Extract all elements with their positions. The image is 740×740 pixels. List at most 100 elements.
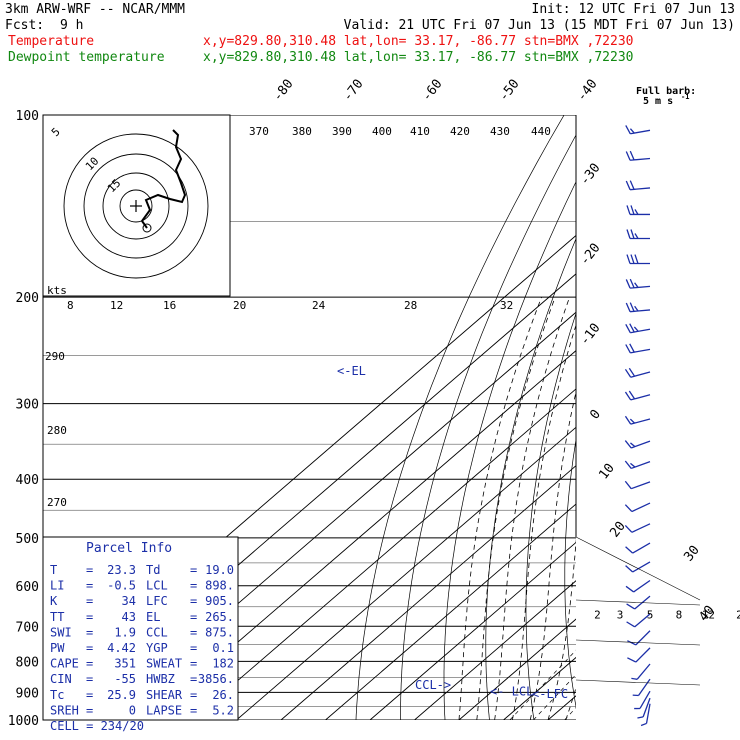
model-title: 3km ARW-WRF -- NCAR/MMM	[5, 2, 185, 17]
moist-adiabat	[726, 297, 740, 720]
moist-adiabat	[601, 297, 695, 720]
isotherm-top-label: -60	[419, 77, 445, 105]
theta-e-label: 440	[531, 125, 551, 138]
wind-barb	[624, 460, 651, 470]
parcel-equals: =	[86, 610, 93, 624]
hodograph-unit: kts	[47, 284, 67, 297]
hodograph-axis-label: 32	[500, 299, 513, 312]
frame-extension	[575, 639, 701, 646]
isotherm-top-label: -70	[340, 77, 366, 105]
theta-label: 270	[47, 496, 67, 509]
isotherm-side-label: 0	[587, 407, 604, 422]
pressure-label: 900	[16, 686, 39, 701]
parcel-info-title: Parcel Info	[86, 541, 172, 556]
frame-extension	[575, 536, 701, 601]
valid-time: Valid: 21 UTC Fri 07 Jun 13 (15 MDT Fri …	[344, 18, 735, 33]
parcel-right-key: CCL	[146, 625, 168, 639]
parcel-left-key: SWI	[50, 625, 72, 639]
pressure-label: 800	[16, 655, 39, 670]
hodograph-trace	[140, 129, 187, 229]
dry-adiabat	[638, 115, 725, 720]
parcel-equals: =	[190, 657, 197, 671]
wind-barb	[625, 302, 651, 313]
parcel-left-value: 351	[114, 657, 136, 671]
parcel-equals: =	[190, 641, 197, 655]
parcel-left-value: 43	[122, 610, 136, 624]
isotherm-line	[236, 426, 576, 720]
parcel-equals: =	[190, 672, 197, 686]
dry-adiabat	[443, 181, 576, 720]
wind-barb	[624, 502, 651, 513]
el-label: <-EL	[337, 364, 366, 378]
wind-barb	[631, 663, 651, 680]
isotherm-side-label: -30	[577, 161, 603, 189]
parcel-equals: =	[190, 703, 197, 717]
barb-legend-unit: -1	[681, 93, 689, 101]
parcel-right-value: 265.	[205, 610, 234, 624]
parcel-right-key: YGP	[146, 641, 168, 655]
dry-adiabat	[485, 237, 576, 720]
moist-adiabat	[529, 390, 576, 720]
parcel-equals: =	[86, 594, 93, 608]
theta-e-label: 430	[490, 125, 510, 138]
barb-legend-value: 5 m s	[643, 96, 673, 107]
wind-barb	[625, 180, 651, 191]
parcel-right-value: 5.2	[212, 703, 234, 717]
hodograph-ring	[119, 189, 153, 223]
isotherm-line	[147, 350, 576, 720]
moist-adiabat	[673, 297, 740, 720]
parcel-info-panel: Parcel Info T = 23.3 Td = 19.0 LI = -0.5 LCL = 898.…	[42, 536, 239, 733]
wind-barb	[640, 703, 651, 727]
forecast-hour: 9 h	[60, 18, 83, 33]
dewpoint-location: x,y=829.80,310.48 lat,lon= 33.17, -86.77…	[203, 50, 633, 65]
frame-extension	[575, 599, 701, 606]
sounding-profiles	[610, 115, 740, 720]
theta-label: 280	[47, 424, 67, 437]
parcel-left-value: 1.9	[114, 625, 136, 639]
moist-adiabat	[512, 324, 576, 720]
theta-e-label: 390	[332, 125, 352, 138]
pressure-label: 400	[16, 473, 39, 488]
isotherm-line	[369, 541, 576, 720]
dry-adiabat	[673, 115, 740, 720]
wind-barb	[625, 150, 651, 161]
wind-barb	[625, 542, 651, 554]
parcel-path	[652, 540, 708, 720]
isotherm-side-label: 10	[596, 461, 617, 483]
parcel-left-key: T	[50, 563, 57, 577]
wind-barb	[624, 440, 651, 449]
parcel-equals: =	[190, 594, 197, 608]
forecast-label: Fcst:	[5, 18, 44, 33]
parcel-left-key: PW	[50, 641, 65, 655]
isotherm-side-label: 30	[681, 543, 702, 565]
parcel-left-value: -0.5	[107, 579, 136, 593]
moist-adiabat	[476, 296, 556, 720]
mixing-ratio-label: 20	[736, 609, 740, 622]
hodograph-axis-label: 20	[233, 299, 246, 312]
temperature-profile	[649, 115, 740, 720]
mixing-ratio-label: 12	[702, 609, 715, 622]
pressure-label: 1000	[8, 714, 39, 729]
wind-barb	[625, 343, 651, 354]
wind-barb	[632, 678, 651, 697]
pressure-label: 100	[16, 109, 39, 124]
parcel-left-key: K	[50, 594, 58, 608]
isotherm-line	[726, 115, 740, 720]
parcel-right-value: 26.	[212, 688, 234, 702]
isotherm-line	[414, 580, 576, 720]
dry-adiabat	[602, 115, 702, 720]
parcel-info-box	[42, 536, 239, 721]
isotherm-line	[458, 618, 576, 720]
parcel-left-key: TT	[50, 610, 64, 624]
parcel-cell: CELL = 234/20	[50, 719, 144, 733]
parcel-right-key: Td	[146, 563, 160, 577]
wind-barb-column	[624, 125, 651, 727]
parcel-equals: =	[86, 625, 93, 639]
init-time: Init: 12 UTC Fri 07 Jun 13	[532, 2, 736, 17]
isotherm-line	[191, 388, 576, 720]
wind-barb	[626, 613, 651, 628]
dewpoint-profile	[610, 115, 740, 720]
parcel-right-value: 3856.	[198, 672, 234, 686]
parcel-left-value: 34	[122, 594, 136, 608]
moist-adiabat	[637, 297, 740, 720]
